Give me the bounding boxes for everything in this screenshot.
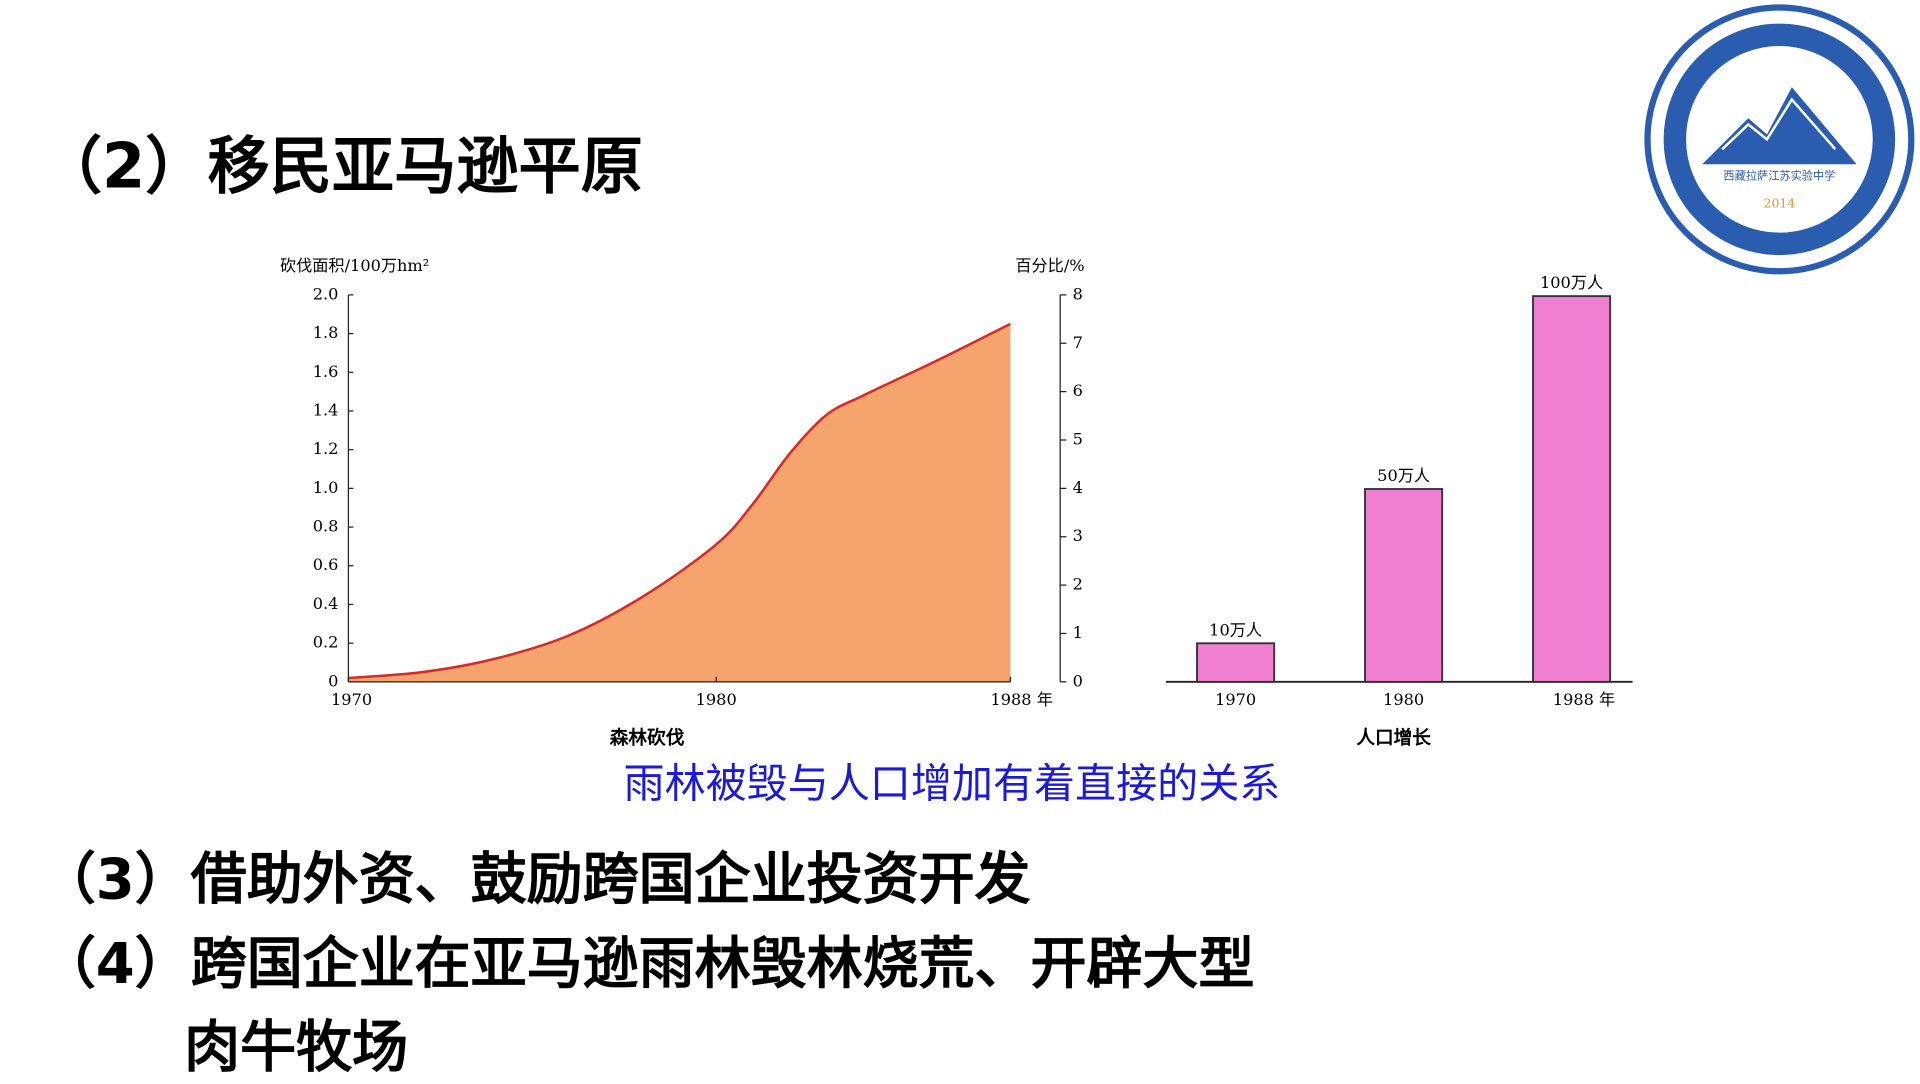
value-label: 100万人: [1540, 273, 1603, 292]
y2-tick-label: 5: [1073, 429, 1083, 448]
logo-mountain: [1702, 87, 1857, 165]
y2-tick-label: 0: [1073, 671, 1083, 690]
point: （4）跨国企业在亚马逊雨林毁林烧荒、开辟大型: [40, 932, 1255, 997]
y2-axis-label: 百分比/%: [1015, 256, 1084, 275]
y-tick-label: 0.6: [313, 555, 339, 574]
y-tick-label: 1.4: [313, 400, 339, 419]
x-tick-label: 1970: [1215, 690, 1256, 709]
chart-title: 森林砍伐: [610, 727, 685, 749]
point: （3）借助外资、鼓励跨国企业投资开发: [40, 848, 1031, 913]
x-tick-label: 1970: [331, 690, 372, 709]
logo-year: 2014: [1764, 196, 1796, 211]
y-tick-label: 0.4: [313, 594, 339, 613]
value-label: 50万人: [1377, 466, 1430, 485]
y2-tick-label: 7: [1073, 333, 1083, 352]
x-tick-label: 1988 年: [1553, 690, 1615, 709]
y-axis-label: 砍伐面积/100万hm²: [280, 256, 429, 275]
point: 肉牛牧场: [184, 1016, 408, 1080]
y-tick-label: 2.0: [313, 284, 339, 303]
x-tick-label: 1988 年: [990, 690, 1052, 709]
value-label: 10万人: [1209, 620, 1262, 639]
area: [348, 323, 1011, 682]
y2-tick-label: 1: [1073, 623, 1083, 642]
logo: 西藏拉萨江苏实验中学 2014: [1644, 4, 1915, 275]
y2-tick-label: 6: [1073, 381, 1083, 400]
y-tick-label: 0.8: [313, 517, 339, 536]
y2-tick-label: 8: [1073, 284, 1083, 303]
y2-tick-label: 2: [1073, 575, 1083, 594]
logo-name: 西藏拉萨江苏实验中学: [1723, 169, 1835, 183]
x-tick-label: 1980: [1383, 690, 1424, 709]
x-tick-label: 1980: [696, 690, 737, 709]
y-tick-label: 0.2: [313, 633, 339, 652]
y-tick-label: 1.2: [313, 439, 339, 458]
y-tick-label: 0: [328, 671, 338, 690]
caption: 雨林被毁与人口增加有着直接的关系: [624, 759, 1281, 807]
y-tick-label: 1.8: [313, 323, 339, 342]
logo-snow: [1721, 97, 1837, 151]
chart-title: 人口增长: [1356, 727, 1431, 749]
y-tick-label: 1.0: [313, 478, 339, 497]
heading: （2）移民亚马逊平原: [40, 130, 643, 203]
y2-tick-label: 4: [1073, 478, 1083, 497]
bar: [1196, 642, 1276, 683]
y-tick-label: 1.6: [313, 362, 339, 381]
bar: [1532, 295, 1612, 683]
y2-tick-label: 3: [1073, 526, 1083, 545]
chart-forest: 0 0.2 0.4 0.6 0.8 1.0 1.2 1.4 1.6 1.8 2.0 0 1 2 3 4 5 6 7 8…: [280, 256, 1085, 749]
area-line: [348, 322, 1011, 680]
bar: [1364, 488, 1444, 683]
